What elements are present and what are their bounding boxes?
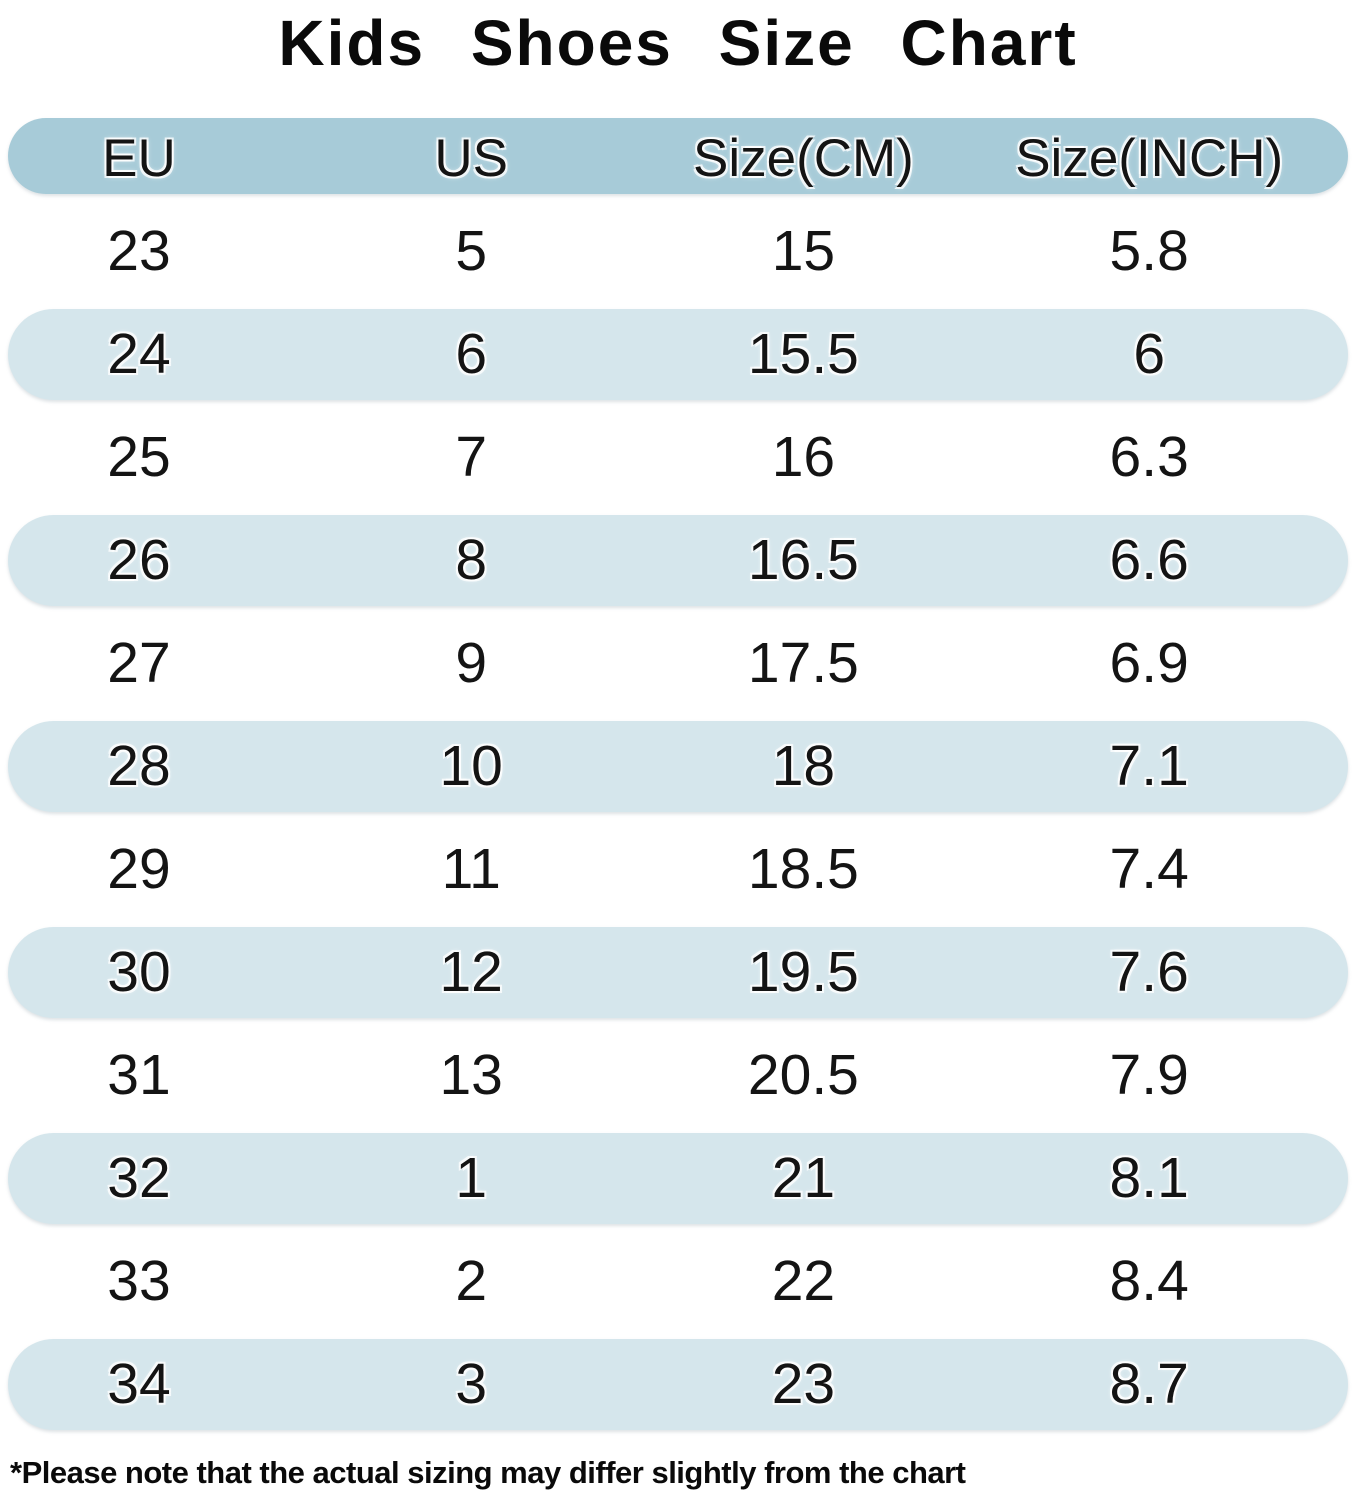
table-cell: 24 (107, 322, 171, 386)
row-cells: 27 9 17.5 6.9 (0, 612, 1356, 715)
table-cell: 29 (107, 837, 171, 901)
row-cells: 24 6 15.5 6 (0, 303, 1356, 406)
row-background (8, 1133, 1348, 1224)
table-row: 25 7 16 6.3 (0, 406, 1356, 509)
table-cell: 31 (107, 1043, 171, 1107)
header-cells: EU US Size(CM) Size(INCH) (0, 117, 1356, 200)
table-cell: 6.3 (1109, 425, 1189, 489)
table-cell: 8.1 (1109, 1146, 1189, 1210)
table-cell: 6 (1133, 322, 1166, 386)
table-cell: 13 (439, 1043, 503, 1107)
table-row: 23 5 15 5.8 (0, 200, 1356, 303)
row-background (8, 515, 1348, 606)
table-cell: 28 (107, 734, 171, 798)
table-row: 30 12 19.5 7.6 (0, 921, 1356, 1024)
row-background (8, 721, 1348, 812)
row-background (8, 927, 1348, 1018)
table-cell: 7.1 (1109, 734, 1189, 798)
table-cell: 18 (771, 734, 836, 798)
table-row: 29 11 18.5 7.4 (0, 818, 1356, 921)
row-cells: 26 8 16.5 6.6 (0, 509, 1356, 612)
table-row: 26 8 16.5 6.6 (0, 509, 1356, 612)
table-cell: 12 (439, 940, 503, 1004)
table-cell: 34 (107, 1352, 171, 1416)
table-cell: 16.5 (747, 528, 859, 592)
table-cell: 2 (455, 1249, 488, 1313)
table-cell: 10 (439, 734, 503, 798)
row-cells: 25 7 16 6.3 (0, 406, 1356, 509)
table-cell: 27 (107, 631, 171, 695)
table-cell: 9 (455, 631, 488, 695)
table-cell: 30 (107, 940, 171, 1004)
row-cells: 30 12 19.5 7.6 (0, 921, 1356, 1024)
table-cell: 7.6 (1109, 940, 1189, 1004)
table-cell: 8 (455, 528, 488, 592)
table-cell: 7.9 (1109, 1043, 1189, 1107)
table-cell: 8.7 (1109, 1352, 1189, 1416)
table-cell: 15.5 (747, 322, 859, 386)
row-background (8, 309, 1348, 400)
table-cell: 21 (771, 1146, 836, 1210)
table-cell: 22 (771, 1249, 836, 1313)
size-table: EU US Size(CM) Size(INCH) 23 5 15 5.8 24 6 15.… (0, 117, 1356, 1436)
table-cell: 19.5 (747, 940, 859, 1004)
column-header-us: US (434, 129, 509, 188)
table-cell: 5.8 (1109, 219, 1189, 283)
column-header-eu: EU (102, 129, 176, 188)
table-cell: 32 (107, 1146, 171, 1210)
table-row: 27 9 17.5 6.9 (0, 612, 1356, 715)
table-cell: 17.5 (747, 631, 859, 695)
header-row-background (8, 118, 1348, 194)
table-cell: 33 (107, 1249, 171, 1313)
table-cell: 23 (771, 1352, 836, 1416)
table-row: 33 2 22 8.4 (0, 1230, 1356, 1333)
table-cell: 18.5 (747, 837, 859, 901)
table-cell: 8.4 (1109, 1249, 1189, 1313)
table-cell: 20.5 (747, 1043, 859, 1107)
table-cell: 1 (455, 1146, 488, 1210)
table-row: 24 6 15.5 6 (0, 303, 1356, 406)
table-cell: 5 (455, 219, 488, 283)
table-row: 34 3 23 8.7 (0, 1333, 1356, 1436)
table-cell: 16 (771, 425, 836, 489)
table-cell: 7 (455, 425, 488, 489)
row-cells: 29 11 18.5 7.4 (0, 818, 1356, 921)
table-row: 28 10 18 7.1 (0, 715, 1356, 818)
row-background (8, 1339, 1348, 1430)
table-cell: 3 (455, 1352, 488, 1416)
table-cell: 6.9 (1109, 631, 1189, 695)
table-cell: 6 (455, 322, 488, 386)
table-cell: 6.6 (1109, 528, 1189, 592)
table-cell: 7.4 (1109, 837, 1189, 901)
table-cell: 11 (441, 837, 501, 901)
table-body: 23 5 15 5.8 24 6 15.5 6 25 7 16 6.3 26 8 16.5 6.6 27 9 17.… (0, 200, 1356, 1436)
table-cell: 15 (771, 219, 836, 283)
row-cells: 33 2 22 8.4 (0, 1230, 1356, 1333)
row-cells: 31 13 20.5 7.9 (0, 1024, 1356, 1127)
table-row: 32 1 21 8.1 (0, 1127, 1356, 1230)
table-cell: 26 (107, 528, 171, 592)
row-cells: 23 5 15 5.8 (0, 200, 1356, 303)
table-cell: 25 (107, 425, 171, 489)
row-cells: 34 3 23 8.7 (0, 1333, 1356, 1436)
table-header-row: EU US Size(CM) Size(INCH) (0, 117, 1356, 200)
column-header-cm: Size(CM) (692, 129, 914, 188)
footnote: *Please note that the actual sizing may … (10, 1455, 966, 1490)
row-cells: 32 1 21 8.1 (0, 1127, 1356, 1230)
table-row: 31 13 20.5 7.9 (0, 1024, 1356, 1127)
table-cell: 23 (107, 219, 171, 283)
column-header-inch: Size(INCH) (1015, 129, 1284, 188)
page-title: Kids Shoes Size Chart (278, 7, 1078, 79)
row-cells: 28 10 18 7.1 (0, 715, 1356, 818)
